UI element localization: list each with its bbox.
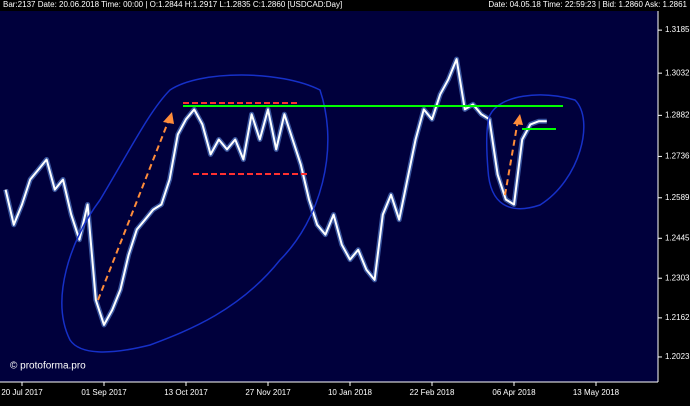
x-tick-label: 20 Jul 2017 (1, 388, 43, 397)
ellipse (485, 94, 585, 210)
annotations (61, 74, 585, 353)
y-tick-label: 1.2589 (665, 193, 690, 202)
price-line (4, 58, 547, 326)
arrow (504, 119, 519, 196)
y-tick-label: 1.2023 (665, 352, 690, 361)
y-tick-label: 1.2162 (665, 313, 690, 322)
x-tick-label: 13 May 2018 (573, 388, 620, 397)
y-tick-label: 1.3032 (665, 68, 690, 77)
info-right: Date: 04.05.18 Time: 22:59:23 | Bid: 1.2… (488, 0, 687, 9)
x-tick-label: 22 Feb 2018 (410, 388, 455, 397)
x-tick-label: 06 Apr 2018 (492, 388, 536, 397)
arrowhead (163, 112, 174, 124)
watermark: © protoforma.pro (10, 361, 86, 372)
y-tick-label: 1.2882 (665, 110, 690, 119)
x-tick-label: 01 Sep 2017 (81, 388, 127, 397)
y-tick-label: 1.3185 (665, 25, 690, 34)
info-left: Bar:2137 Date: 20.06.2018 Time: 00:00 | … (3, 0, 342, 9)
ellipse (61, 74, 329, 353)
plot-area (0, 11, 658, 382)
y-tick-label: 1.2736 (665, 152, 690, 161)
x-tick-label: 10 Jan 2018 (328, 388, 373, 397)
arrowhead (513, 114, 523, 125)
x-tick-label: 13 Oct 2017 (164, 388, 208, 397)
arrow (97, 116, 171, 301)
x-tick-label: 27 Nov 2017 (245, 388, 291, 397)
y-tick-label: 1.2445 (665, 233, 690, 242)
y-tick-label: 1.2303 (665, 273, 690, 282)
